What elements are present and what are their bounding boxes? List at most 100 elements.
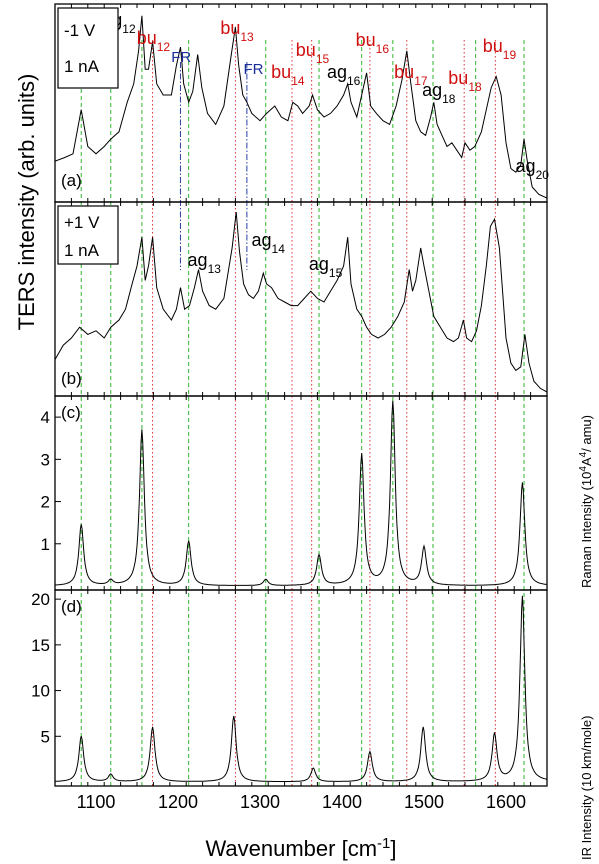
raman-ylabel-sup2: 4: [578, 451, 589, 457]
condition-box-a: [57, 7, 119, 89]
panel-a: ag12bu12FRbu13FRbu14bu15ag16bu16bu17ag18…: [54, 3, 549, 203]
x-tick-label: 1500: [404, 792, 444, 812]
peak-label-fr: FR: [171, 49, 191, 66]
tick-marks-a: [54, 4, 548, 202]
peak-label-main: bu: [271, 62, 291, 82]
peak-label-ag: ag20: [516, 156, 550, 182]
tick-marks-d: [54, 590, 548, 786]
raman-spectrum-line: [55, 400, 547, 586]
bias-label-a: -1 V: [64, 21, 96, 40]
peak-label-main: ag: [422, 80, 442, 100]
tick-marks-c: [54, 396, 548, 590]
panel-label-a: (a): [61, 171, 82, 190]
peak-label-ag: ag15: [309, 254, 343, 280]
current-label-b: 1 nA: [64, 241, 100, 260]
x-tick-label: 1100: [77, 792, 116, 812]
peak-label-bu: bu14: [271, 62, 305, 88]
y-tick-labels-c: 1 2 3 4: [41, 408, 61, 554]
spectrum-line-b: [55, 211, 547, 393]
x-tick-label: 1400: [322, 792, 362, 812]
peak-label-ag: ag14: [252, 230, 286, 256]
raman-y-axis-label: Raman Intensity (104A4/ amu): [578, 415, 595, 588]
x-axis-label: Wavenumber [cm-1]: [205, 835, 396, 862]
peak-label-main: FR: [171, 49, 191, 66]
x-axis-label-sup: -1: [377, 835, 390, 852]
peak-label-subscript: 14: [291, 74, 305, 88]
peak-label-main: bu: [137, 28, 157, 48]
peak-label-bu: bu13: [220, 18, 254, 44]
peak-label-subscript: 18: [468, 80, 482, 94]
guide-lines: [80, 40, 525, 786]
peak-label-subscript: 15: [316, 52, 330, 66]
peak-label-main: bu: [220, 18, 240, 38]
x-tick-label: 1300: [240, 792, 280, 812]
peak-label-main: bu: [483, 36, 503, 56]
y-tick-labels-d: 5 10 15 20: [31, 590, 61, 746]
y-tick-label-c: 4: [41, 408, 50, 427]
plot-frame-b: [54, 201, 548, 397]
peak-label-main: ag: [516, 156, 536, 176]
peak-label-ag: ag18: [422, 80, 456, 106]
plot-frame-c: [54, 395, 548, 591]
ir-spectrum-line: [55, 595, 547, 782]
peak-annotations-a: ag12bu12FRbu13FRbu14bu15ag16bu16bu17ag18…: [102, 10, 549, 182]
panel-label-b: (b): [61, 369, 82, 388]
peak-label-main: ag: [188, 250, 208, 270]
raman-ylabel-tail: / amu): [579, 415, 594, 452]
panel-d: 5 10 15 20 (d) IR Intensity (10 km/mole): [31, 589, 594, 861]
y-tick-label-d: 10: [31, 682, 50, 701]
raman-ylabel-mid: A: [579, 457, 594, 466]
y-tick-label-c: 3: [41, 450, 50, 469]
peak-label-subscript: 14: [272, 242, 286, 256]
panel-label-d: (d): [61, 597, 82, 616]
peak-label-bu: bu18: [448, 68, 482, 94]
x-axis-label-main: Wavenumber [cm: [205, 836, 377, 861]
peak-label-bu: bu16: [356, 30, 390, 56]
ir-y-axis-label: IR Intensity (10 km/mole): [579, 716, 594, 861]
peak-label-subscript: 12: [122, 22, 136, 36]
raman-ylabel-part1: Raman Intensity (10: [579, 472, 594, 588]
y-tick-label-d: 15: [31, 636, 50, 655]
peak-label-subscript: 13: [208, 262, 222, 276]
spectrum-line-a: [55, 15, 547, 199]
peak-label-main: ag: [252, 230, 272, 250]
peak-label-bu: bu15: [296, 40, 330, 66]
condition-box-b: [57, 205, 119, 265]
x-axis-tick-labels: 1100 1200 1300 1400 1500 1600: [77, 792, 526, 812]
peak-label-subscript: 17: [414, 74, 428, 88]
tick-marks-b: [54, 202, 548, 396]
peak-label-main: FR: [243, 61, 263, 78]
peak-label-main: ag: [327, 62, 347, 82]
peak-label-main: ag: [309, 254, 329, 274]
peak-label-bu: bu19: [483, 36, 517, 62]
peak-label-subscript: 15: [329, 266, 343, 280]
peak-label-main: bu: [394, 62, 414, 82]
plot-frame-d: [54, 589, 548, 787]
peak-label-main: bu: [448, 68, 468, 88]
x-axis-label-tail: ]: [390, 836, 396, 861]
peak-label-subscript: 18: [442, 92, 456, 106]
raman-ylabel-sup1: 4: [578, 466, 589, 472]
peak-label-subscript: 19: [503, 48, 517, 62]
peak-label-subscript: 16: [376, 42, 390, 56]
bias-label-b: +1 V: [64, 213, 100, 232]
peak-label-subscript: 20: [536, 168, 550, 182]
ters-y-axis-label: TERS intensity (arb. units): [14, 74, 39, 331]
peak-label-subscript: 16: [347, 74, 361, 88]
peak-label-ag: ag13: [188, 250, 222, 276]
peak-label-main: bu: [356, 30, 376, 50]
current-label-a: 1 nA: [64, 57, 100, 76]
y-tick-label-c: 2: [41, 493, 50, 512]
peak-label-subscript: 13: [240, 30, 254, 44]
y-tick-label-d: 5: [41, 727, 50, 746]
peak-label-fr: FR: [243, 61, 263, 78]
peak-label-ag: ag16: [327, 62, 361, 88]
y-tick-label-d: 20: [31, 590, 50, 609]
x-tick-label: 1600: [486, 792, 526, 812]
x-tick-label: 1200: [158, 792, 198, 812]
y-tick-label-c: 1: [41, 535, 50, 554]
peak-label-main: bu: [296, 40, 316, 60]
